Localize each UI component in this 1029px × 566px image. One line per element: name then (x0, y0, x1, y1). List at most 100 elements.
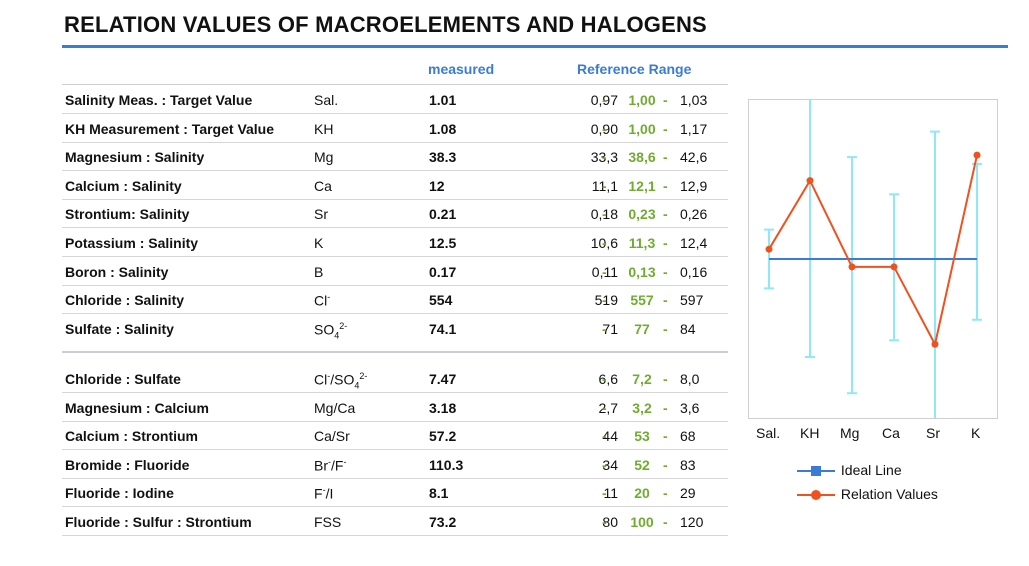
range-target: 12,1 (628, 177, 656, 194)
x-tick-label: KH (800, 425, 820, 441)
relation-point (890, 263, 898, 271)
range-dash: - (663, 485, 668, 502)
table-row: Magnesium : Salinity Mg 38.3 33,3-38,6-42,6 (62, 142, 728, 172)
ratio-symbol: B (314, 263, 324, 280)
range-dash: - (663, 235, 668, 251)
legend-relation-label: Relation Values (840, 486, 938, 502)
table-row: Calcium : Salinity Ca 12 11,1-12,1-12,9 (62, 171, 728, 200)
table-row: Fluoride : Sulfur : Strontium FSS 73.2 80-1… (62, 507, 728, 536)
measured-value: 1.01 (429, 92, 457, 108)
legend-ideal-label: Ideal Line (840, 462, 902, 478)
title-underline (62, 45, 1008, 48)
measured-value: 12 (429, 177, 445, 194)
relation-values-swatch (797, 490, 835, 501)
range-target: 52 (634, 456, 650, 473)
range-high: 1,03 (680, 92, 708, 108)
relation-point (848, 263, 856, 271)
x-tick-label: K (971, 425, 981, 441)
range-dash: - (602, 235, 607, 251)
range-high: 120 (680, 514, 704, 530)
range-high: 0,16 (680, 263, 708, 280)
range-target: 38,6 (628, 149, 656, 166)
range-high: 0,26 (680, 206, 708, 223)
range-high: 12,4 (680, 235, 708, 251)
page-title: RELATION VALUES OF MACROELEMENTS AND HAL… (64, 12, 707, 37)
range-low: 33,3 (590, 149, 618, 166)
x-tick-label: Sal. (756, 425, 781, 441)
range-dash: - (663, 514, 668, 530)
ratio-name: Salinity Meas. : Target Value (65, 92, 253, 108)
range-dash: - (602, 263, 607, 280)
measured-value: 1.08 (429, 120, 457, 137)
ratio-name: Boron : Salinity (65, 263, 169, 280)
ideal-line-swatch (797, 466, 835, 477)
range-high: 8,0 (680, 371, 700, 387)
range-dash: - (663, 428, 668, 445)
range-dash: - (602, 456, 607, 473)
ratio-symbol: Cl- (314, 292, 331, 309)
x-tick-label: Mg (840, 425, 860, 441)
table-row: Strontium: Salinity Sr 0.21 0,18-0,23-0,26 (62, 199, 728, 229)
ratio-name: Chloride : Salinity (65, 292, 185, 309)
range-low: 6,6 (598, 371, 618, 387)
range-dash: - (602, 292, 607, 309)
range-low: 80 (602, 514, 618, 530)
ratio-symbol: Mg/Ca (314, 399, 356, 416)
ratio-symbol: Ca (314, 177, 332, 194)
ratio-symbol: FSS (314, 514, 342, 530)
ratio-name: Chloride : Sulfate (65, 371, 181, 387)
range-low: 34 (602, 456, 618, 473)
table-row: Boron : Salinity B 0.17 0,11-0,13-0,16 (62, 257, 728, 286)
range-dash: - (602, 177, 607, 194)
table-row: KH Measurement : Target Value KH 1.08 0,90-… (62, 114, 728, 143)
ratio-symbol: Sal. (314, 92, 339, 108)
range-dash: - (602, 149, 607, 166)
range-target: 100 (630, 514, 654, 530)
table-row: Chloride : Salinity Cl- 554 519-557-597 (62, 285, 728, 315)
range-target: 0,13 (628, 263, 656, 280)
range-high: 3,6 (680, 399, 700, 416)
range-dash: - (602, 371, 607, 387)
range-dash: - (663, 456, 668, 473)
range-dash: - (602, 485, 607, 502)
measured-value: 73.2 (429, 514, 457, 530)
measured-value: 3.18 (429, 399, 457, 416)
relation-point (765, 245, 773, 253)
range-low: 2,7 (598, 399, 618, 416)
reference-header: Reference Range (577, 61, 692, 77)
ratio-name: Calcium : Salinity (65, 177, 182, 194)
table-row: Fluoride : Iodine F-/I 8.1 11-20-29 (62, 478, 728, 508)
range-low: 44 (602, 428, 618, 445)
ratio-name: Calcium : Strontium (65, 428, 199, 445)
range-target: 557 (630, 292, 654, 309)
range-target: 77 (634, 320, 650, 337)
ratio-symbol: F-/I (314, 485, 334, 503)
range-dash: - (663, 263, 668, 280)
range-high: 68 (680, 428, 696, 445)
measured-value: 38.3 (429, 149, 457, 166)
range-high: 84 (680, 320, 696, 337)
measured-value: 12.5 (429, 235, 457, 251)
ratio-symbol: SO42- (314, 320, 348, 341)
relation-values-series (768, 154, 978, 348)
table-row: Sulfate : Salinity SO42- 74.1 71-77-84 (62, 314, 728, 342)
range-low: 0,97 (590, 92, 618, 108)
table-row: Calcium : Strontium Ca/Sr 57.2 44-53-68 (62, 421, 728, 451)
ratio-symbol: Br-/F- (314, 456, 347, 474)
measured-value: 110.3 (429, 456, 464, 473)
ratio-name: Fluoride : Sulfur : Strontium (65, 514, 252, 530)
ratio-name: Strontium: Salinity (65, 206, 190, 223)
range-target: 0,23 (628, 206, 656, 223)
range-dash: - (602, 514, 607, 530)
x-tick-label: Sr (926, 425, 940, 441)
table-row: Salinity Meas. : Target Value Sal. 1.01 0,9… (62, 85, 728, 114)
range-target: 11,3 (628, 235, 656, 251)
ratio-name: Bromide : Fluoride (65, 456, 190, 473)
range-dash: - (663, 292, 668, 309)
range-dash: - (602, 92, 607, 108)
range-low: 0,18 (590, 206, 618, 223)
table-row: Magnesium : Calcium Mg/Ca 3.18 2,7-3,2-3,6 (62, 393, 728, 422)
range-dash: - (663, 320, 668, 337)
ratio-name: Sulfate : Salinity (65, 320, 174, 337)
x-tick-label: Ca (882, 425, 900, 441)
